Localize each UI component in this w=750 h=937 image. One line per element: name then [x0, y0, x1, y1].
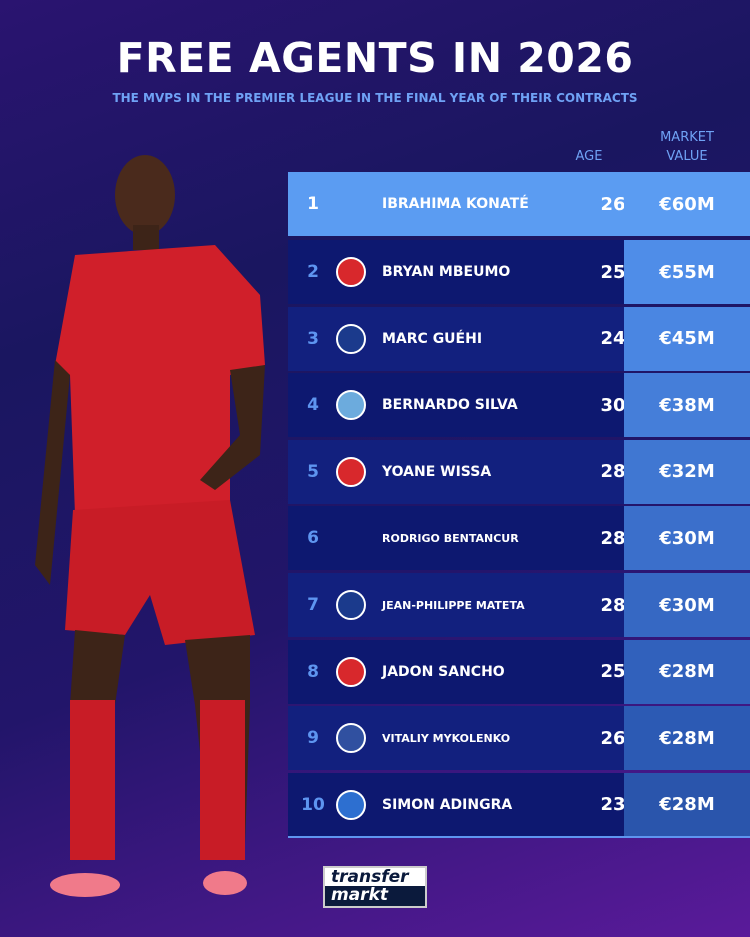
- player-image: [35, 155, 265, 897]
- player-name: JADON SANCHO: [382, 663, 505, 680]
- player-age: 28: [600, 461, 626, 483]
- market-value: €60M: [624, 172, 750, 236]
- player-age: 23: [600, 794, 626, 816]
- market-value: €28M: [624, 639, 750, 704]
- brighton-crest-icon: [336, 789, 366, 820]
- manchester-city-crest-icon: [336, 390, 366, 421]
- rank: 3: [307, 328, 319, 349]
- table-row: 1 IBRAHIMA KONATÉ 26 €60M: [288, 172, 750, 236]
- table-row: 6 RODRIGO BENTANCUR 28 €30M: [288, 506, 750, 571]
- table-row: 7 JEAN-PHILIPPE MATETA 28 €30M: [288, 573, 750, 637]
- player-name: RODRIGO BENTANCUR: [382, 531, 519, 545]
- tottenham-crest-icon: [336, 523, 366, 553]
- rank: 2: [307, 262, 319, 282]
- brentford-crest-icon: [336, 257, 366, 287]
- table-row: 8 JADON SANCHO 25 €28M: [288, 639, 750, 704]
- player-name: BERNARDO SILVA: [382, 397, 518, 414]
- logo-line2: markt: [331, 885, 389, 905]
- rank: 7: [307, 595, 319, 615]
- table-row: 3 MARC GUÉHI 24 €45M: [288, 306, 750, 371]
- page-title: FREE AGENTS IN 2026: [116, 34, 634, 82]
- market-value: €32M: [624, 439, 750, 504]
- market-value: €30M: [624, 506, 750, 571]
- age-header: AGE: [575, 149, 603, 164]
- table-row: 10 SIMON ADINGRA 23 €28M: [288, 772, 750, 837]
- market-value-header: MARKET VALUE: [640, 128, 734, 166]
- brentford-crest-icon: [336, 456, 366, 487]
- market-value: €38M: [624, 373, 750, 438]
- player-age: 25: [600, 661, 626, 683]
- rank: 4: [307, 395, 319, 416]
- player-name: SIMON ADINGRA: [382, 796, 513, 813]
- rank: 6: [307, 528, 319, 549]
- player-age: 28: [600, 594, 626, 616]
- rank: 5: [307, 461, 319, 482]
- player-age: 30: [600, 394, 626, 416]
- table-row: 9 VITALIY MYKOLENKO 26 €28M: [288, 706, 750, 771]
- rank: 9: [307, 728, 319, 749]
- market-value: €30M: [624, 573, 750, 637]
- market-value: €55M: [624, 240, 750, 304]
- player-age: 28: [600, 527, 626, 549]
- liverpool-crest-icon: [336, 189, 366, 219]
- table-row: 2 BRYAN MBEUMO 25 €55M: [288, 240, 750, 304]
- manchester-united-crest-icon: [336, 656, 366, 687]
- market-value-header-line1: MARKET: [660, 130, 714, 145]
- market-value: €28M: [624, 706, 750, 771]
- player-name: VITALIY MYKOLENKO: [382, 731, 511, 745]
- rank: 8: [307, 661, 319, 682]
- player-age: 25: [600, 261, 626, 283]
- market-value: €28M: [624, 772, 750, 837]
- everton-crest-icon: [336, 723, 366, 754]
- player-name: JEAN-PHILIPPE MATETA: [382, 598, 525, 612]
- market-value-header-line2: VALUE: [666, 149, 708, 164]
- player-name: IBRAHIMA KONATÉ: [382, 196, 529, 212]
- player-age: 26: [600, 193, 626, 215]
- rank: 10: [301, 794, 325, 815]
- player-name: BRYAN MBEUMO: [382, 264, 511, 280]
- crystal-palace-crest-icon: [336, 590, 366, 620]
- table-row: 4 BERNARDO SILVA 30 €38M: [288, 373, 750, 438]
- player-age: 26: [600, 727, 626, 749]
- player-name: YOANE WISSA: [382, 463, 492, 480]
- page-subtitle: THE MVPS IN THE PREMIER LEAGUE IN THE FI…: [112, 91, 638, 105]
- logo-line1: transfer: [325, 868, 425, 886]
- player-name: MARC GUÉHI: [382, 330, 483, 347]
- crystal-palace-crest-icon: [336, 323, 366, 354]
- table-row: 5 YOANE WISSA 28 €32M: [288, 439, 750, 504]
- rank: 1: [307, 194, 319, 214]
- transfermarkt-logo: transfer markt: [323, 866, 427, 908]
- player-age: 24: [600, 328, 626, 350]
- market-value: €45M: [624, 306, 750, 371]
- table-bottom-line: [288, 836, 750, 838]
